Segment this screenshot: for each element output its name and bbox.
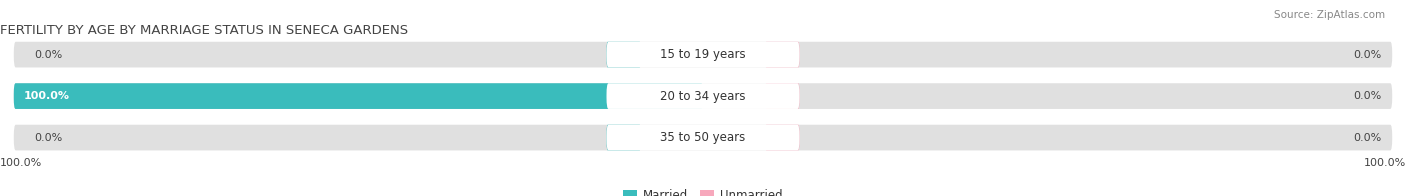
Text: 100.0%: 100.0% [24,91,70,101]
Text: 35 to 50 years: 35 to 50 years [661,131,745,144]
FancyBboxPatch shape [765,42,800,67]
Text: 100.0%: 100.0% [1364,158,1406,168]
FancyBboxPatch shape [606,125,800,150]
FancyBboxPatch shape [765,125,800,150]
FancyBboxPatch shape [606,42,641,67]
Text: 15 to 19 years: 15 to 19 years [661,48,745,61]
FancyBboxPatch shape [606,125,641,150]
Text: 20 to 34 years: 20 to 34 years [661,90,745,103]
Legend: Married, Unmarried: Married, Unmarried [619,184,787,196]
FancyBboxPatch shape [14,83,703,109]
Text: 0.0%: 0.0% [35,50,63,60]
Text: FERTILITY BY AGE BY MARRIAGE STATUS IN SENECA GARDENS: FERTILITY BY AGE BY MARRIAGE STATUS IN S… [0,24,408,36]
Text: 0.0%: 0.0% [1354,50,1382,60]
Text: Source: ZipAtlas.com: Source: ZipAtlas.com [1274,10,1385,20]
Text: 0.0%: 0.0% [1354,91,1382,101]
FancyBboxPatch shape [14,42,1392,67]
FancyBboxPatch shape [606,83,800,109]
FancyBboxPatch shape [606,42,800,67]
FancyBboxPatch shape [14,83,1392,109]
FancyBboxPatch shape [765,83,800,109]
Text: 100.0%: 100.0% [0,158,42,168]
Text: 0.0%: 0.0% [35,132,63,142]
Text: 0.0%: 0.0% [1354,132,1382,142]
FancyBboxPatch shape [14,125,1392,150]
